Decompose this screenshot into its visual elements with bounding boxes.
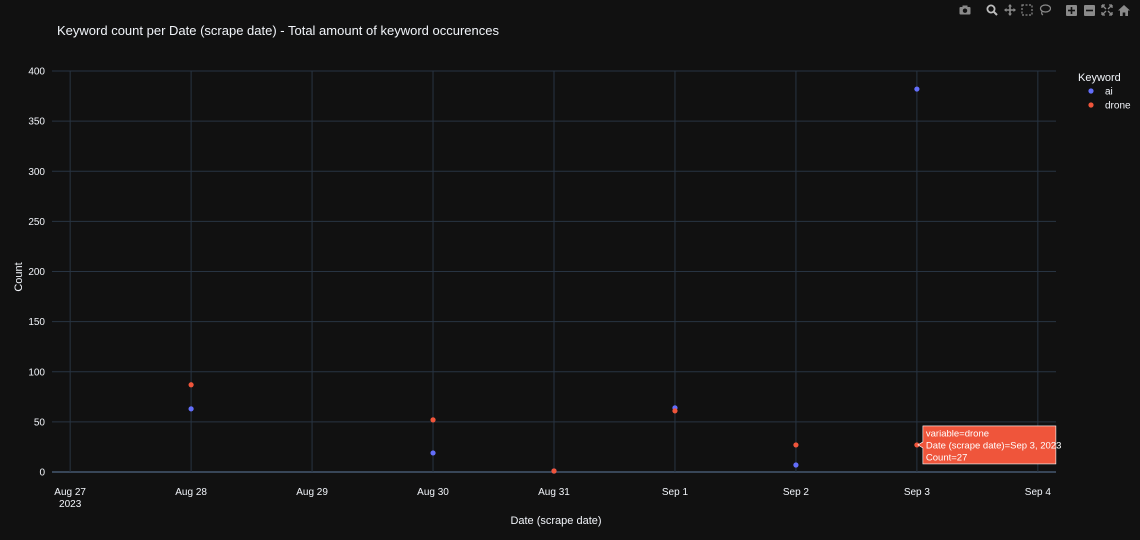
legend-marker-ai bbox=[1088, 88, 1094, 94]
legend-title: Keyword bbox=[1078, 72, 1121, 84]
y-tick-label: 400 bbox=[28, 67, 45, 78]
y-tick-label: 100 bbox=[28, 367, 45, 378]
data-points bbox=[188, 86, 920, 474]
hover-text-line: Date (scrape date)=Sep 3, 2023 bbox=[926, 440, 1061, 451]
x-tick-label: Sep 3 bbox=[904, 487, 931, 498]
y-tick-labels: 0 50 100 150 200 250 300 350 400 bbox=[28, 67, 45, 479]
data-point-drone bbox=[793, 442, 799, 448]
hover-text-line: variable=drone bbox=[926, 428, 989, 439]
legend-label-drone: drone bbox=[1105, 101, 1131, 112]
data-point-ai bbox=[430, 450, 436, 456]
y-axis-title: Count bbox=[13, 262, 25, 291]
data-point-drone bbox=[914, 442, 920, 448]
data-point-ai bbox=[188, 406, 194, 412]
y-tick-label: 350 bbox=[28, 117, 45, 128]
pan-icon[interactable] bbox=[1002, 3, 1018, 17]
modebar bbox=[957, 3, 1134, 17]
x-tick-label: Aug 30 bbox=[417, 487, 449, 498]
legend-label-ai: ai bbox=[1105, 87, 1113, 98]
chart-title: Keyword count per Date (scrape date) - T… bbox=[57, 23, 499, 38]
data-point-drone bbox=[672, 408, 678, 414]
x-tick-label: Sep 1 bbox=[662, 487, 689, 498]
y-tick-label: 250 bbox=[28, 217, 45, 228]
reset-axes-icon[interactable] bbox=[1116, 3, 1132, 17]
x-tick-label: Aug 31 bbox=[538, 487, 570, 498]
data-point-drone bbox=[430, 417, 436, 423]
x-tick-label: Aug 27 bbox=[54, 487, 86, 498]
hover-text-line: Count=27 bbox=[926, 452, 967, 463]
legend-marker-drone bbox=[1088, 102, 1094, 108]
autoscale-icon[interactable] bbox=[1099, 3, 1115, 17]
data-point-drone bbox=[551, 468, 557, 474]
x-axis-title: Date (scrape date) bbox=[510, 515, 601, 527]
data-point-drone bbox=[188, 382, 194, 388]
x-tick-year-label: 2023 bbox=[59, 499, 82, 510]
lasso-select-icon[interactable] bbox=[1037, 3, 1053, 17]
y-tick-label: 0 bbox=[39, 468, 45, 479]
grid bbox=[52, 70, 1056, 473]
data-point-ai bbox=[914, 86, 920, 92]
y-tick-label: 200 bbox=[28, 267, 45, 278]
hover-box bbox=[917, 425, 1057, 465]
camera-icon[interactable] bbox=[957, 3, 973, 17]
zoom-icon[interactable] bbox=[984, 3, 1000, 17]
x-tick-label: Aug 29 bbox=[296, 487, 328, 498]
x-tick-label: Aug 28 bbox=[175, 487, 207, 498]
y-tick-label: 50 bbox=[34, 417, 46, 428]
zoom-in-icon[interactable] bbox=[1064, 3, 1080, 17]
box-select-icon[interactable] bbox=[1019, 3, 1035, 17]
legend[interactable]: Keyword ai drone bbox=[1078, 72, 1131, 112]
zoom-out-icon[interactable] bbox=[1081, 3, 1097, 17]
x-tick-label: Sep 2 bbox=[783, 487, 810, 498]
y-tick-label: 150 bbox=[28, 317, 45, 328]
data-point-ai bbox=[793, 462, 799, 468]
x-tick-label: Sep 4 bbox=[1025, 487, 1052, 498]
y-tick-label: 300 bbox=[28, 167, 45, 178]
